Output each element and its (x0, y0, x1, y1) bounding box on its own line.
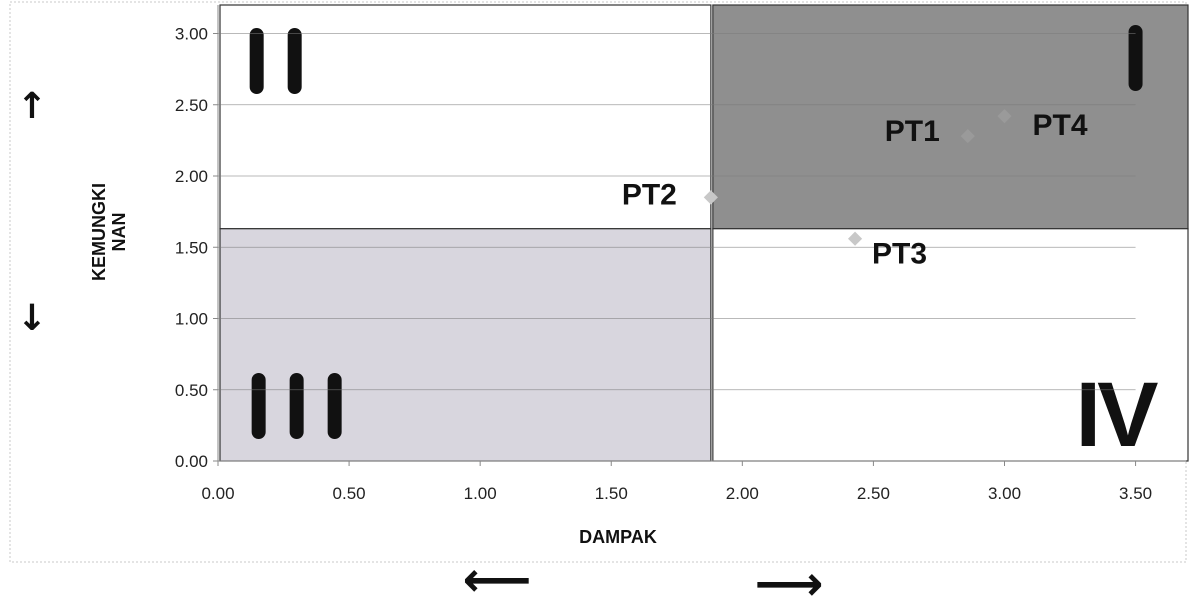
up-arrow-icon: ↑ (17, 86, 47, 127)
quadrant-label-iii: III (251, 373, 342, 439)
quadrant-label-i: I (1128, 25, 1143, 91)
roman-bar (251, 373, 266, 439)
point-label-pt2: PT2 (622, 178, 677, 211)
quadrant-iv (712, 228, 1189, 462)
roman-bar (327, 373, 342, 439)
roman-bar (1128, 25, 1143, 91)
points-layer: PT1 PT2 PT3 PT4 (622, 109, 1088, 271)
y-tick-label: 0.50 (175, 381, 208, 400)
y-tick-label: 1.00 (175, 310, 208, 329)
y-axis-title-line-1: KEMUNGKI (89, 183, 109, 281)
axes-layer: 0.00 0.50 1.00 1.50 2.00 2.50 3.00 0.00 0.50 1.00… (175, 5, 1186, 503)
point-marker-pt4 (997, 109, 1012, 124)
y-tick-label: 2.50 (175, 96, 208, 115)
x-tick-label: 0.50 (333, 484, 366, 503)
quadrant-ii (219, 4, 712, 230)
quadrant-label-iv: IV (1076, 364, 1159, 466)
quadrant-i (712, 4, 1189, 230)
x-tick-label: 0.00 (201, 484, 234, 503)
y-tick-label: 1.50 (175, 238, 208, 257)
quadrant-label-ii: II (249, 28, 302, 94)
x-tick-label: 3.50 (1119, 484, 1152, 503)
point-marker-pt2 (703, 190, 718, 205)
y-tick-label: 3.00 (175, 25, 208, 44)
x-tick-label: 2.00 (726, 484, 759, 503)
y-tick-label: 2.00 (175, 167, 208, 186)
roman-bar (289, 373, 304, 439)
roman-bar (249, 28, 264, 94)
point-label-pt3: PT3 (872, 238, 927, 271)
x-tick-label: 2.50 (857, 484, 890, 503)
quadrant-layer: IIIIIIIV (219, 4, 1189, 466)
x-tick-label: 1.50 (595, 484, 628, 503)
x-tick-label: 1.00 (464, 484, 497, 503)
right-arrow-icon: ⟶ (755, 556, 824, 605)
point-label-pt4: PT4 (1032, 109, 1087, 142)
x-tick-label: 3.00 (988, 484, 1021, 503)
point-label-pt1: PT1 (885, 115, 940, 148)
left-arrow-icon: ⟵ (463, 552, 532, 605)
point-marker-pt3 (847, 231, 863, 246)
down-arrow-icon: ↓ (17, 298, 47, 339)
grid-layer (218, 33, 1136, 391)
point-marker-pt1 (960, 129, 975, 144)
y-axis-title-line-2: NAN (109, 213, 129, 252)
y-axis-title: KEMUNGKI NAN (89, 183, 129, 281)
x-axis-title: DAMPAK (579, 527, 657, 547)
roman-bar (287, 28, 302, 94)
y-tick-label: 0.00 (175, 452, 208, 471)
